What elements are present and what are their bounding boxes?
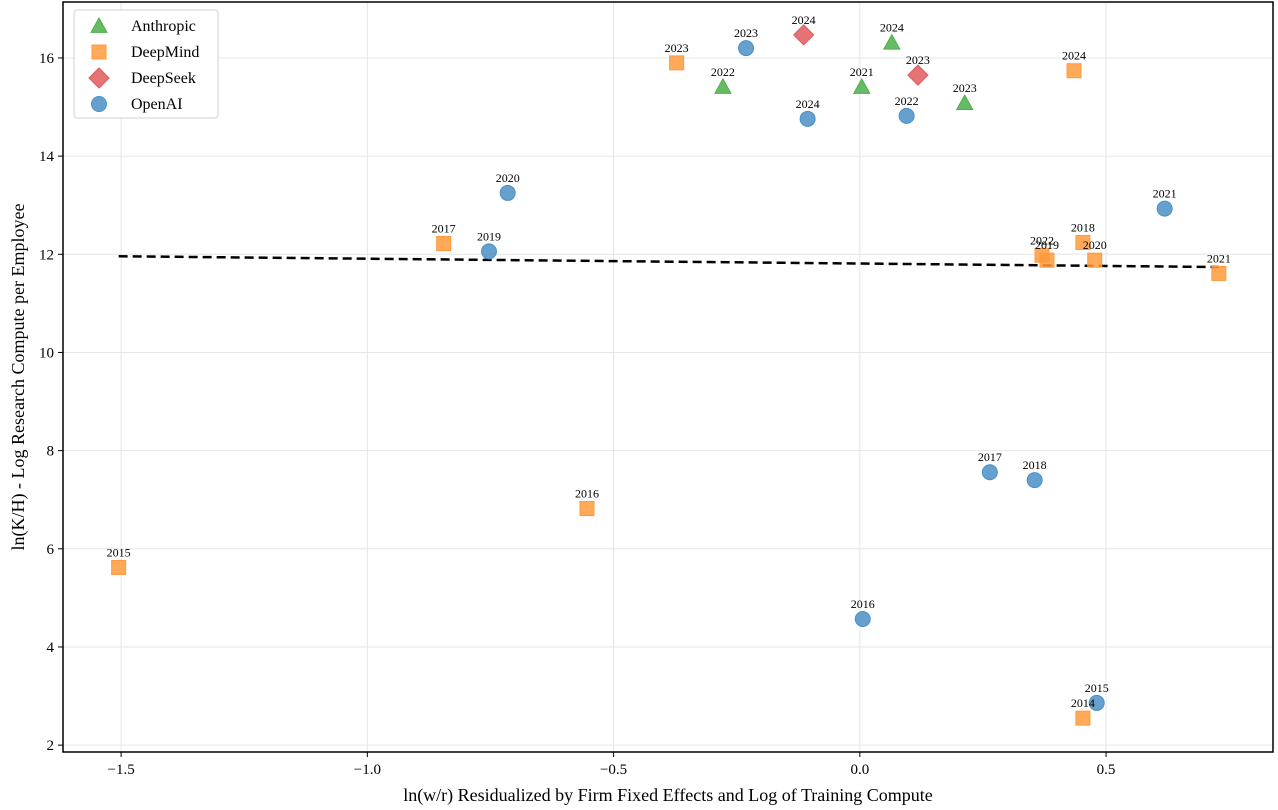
deepmind-point bbox=[669, 55, 685, 71]
deepmind-point-label: 2020 bbox=[1083, 238, 1107, 252]
legend-circle-icon bbox=[91, 96, 107, 112]
x-tick-label: −1.0 bbox=[354, 762, 381, 778]
legend-label: DeepSeek bbox=[131, 70, 196, 87]
legend-item-anthropic: Anthropic bbox=[90, 16, 196, 35]
openai-point-label: 2023 bbox=[734, 26, 758, 40]
openai-point-label: 2015 bbox=[1085, 681, 1109, 695]
anthropic-point-label: 2023 bbox=[953, 81, 977, 95]
y-tick-label: 8 bbox=[47, 444, 55, 460]
openai-point-label: 2020 bbox=[496, 171, 520, 185]
point-labels: 2022 2021 2024 2023 2015 2016 2017 2023 2024 2022… bbox=[107, 13, 1231, 710]
openai-point-label: 2021 bbox=[1153, 187, 1177, 201]
plot-frame bbox=[62, 1, 1274, 753]
trend-line-group bbox=[118, 255, 1219, 269]
openai-point bbox=[799, 110, 816, 127]
deepmind-point bbox=[1211, 265, 1227, 281]
deepmind-point bbox=[1075, 710, 1091, 726]
anthropic-point bbox=[955, 94, 974, 111]
deepseek-point bbox=[907, 64, 929, 86]
y-tick-label: 4 bbox=[47, 640, 55, 656]
legend-label: DeepMind bbox=[131, 44, 199, 61]
openai-point bbox=[480, 243, 497, 260]
anthropic-point bbox=[852, 77, 871, 94]
deepseek-point bbox=[792, 24, 815, 46]
openai-point bbox=[854, 610, 871, 627]
y-tick-label: 6 bbox=[47, 542, 55, 558]
deepmind-point-label: 2018 bbox=[1071, 221, 1095, 235]
y-tick-label: 12 bbox=[39, 247, 54, 263]
legend-triangle-icon bbox=[90, 16, 108, 33]
anthropic-point bbox=[882, 33, 901, 50]
deepmind-point-label: 2017 bbox=[432, 221, 456, 235]
deepmind-point-label: 2016 bbox=[575, 487, 599, 501]
x-axis-ticks: −1.5 −1.0 −0.5 0.0 0.5 bbox=[108, 752, 1116, 778]
deepseek-point-label: 2023 bbox=[906, 53, 930, 67]
deepmind-point bbox=[579, 501, 595, 517]
deepseek-point-label: 2024 bbox=[792, 13, 816, 27]
deepmind-point bbox=[436, 235, 452, 251]
deepmind-point-label: 2021 bbox=[1207, 251, 1231, 265]
anthropic-point bbox=[714, 77, 732, 94]
deepmind-point-label: 2019 bbox=[1035, 238, 1059, 252]
grid-lines bbox=[63, 2, 1273, 752]
legend-item-openai: OpenAI bbox=[91, 96, 183, 113]
openai-point bbox=[1026, 472, 1043, 489]
y-tick-label: 10 bbox=[39, 345, 54, 361]
legend: Anthropic DeepMind DeepSeek OpenAI bbox=[73, 9, 219, 119]
x-tick-label: −0.5 bbox=[600, 762, 627, 778]
y-axis-ticks: 2 4 6 8 10 12 14 16 bbox=[39, 51, 63, 754]
openai-point-label: 2017 bbox=[978, 450, 1002, 464]
legend-label: Anthropic bbox=[131, 18, 196, 35]
openai-point bbox=[1156, 200, 1173, 217]
openai-point-label: 2024 bbox=[796, 97, 820, 111]
deepmind-point-label: 2022 bbox=[1030, 233, 1054, 247]
deepmind-point-label: 2024 bbox=[1062, 49, 1086, 63]
legend-item-deepseek: DeepSeek bbox=[88, 67, 196, 89]
deepmind-point bbox=[1066, 63, 1082, 79]
x-tick-label: 0.5 bbox=[1097, 762, 1116, 778]
anthropic-point-label: 2022 bbox=[711, 65, 735, 79]
legend-box bbox=[73, 9, 219, 119]
legend-diamond-icon bbox=[88, 67, 110, 89]
openai-point bbox=[1088, 694, 1105, 711]
deepmind-point-label: 2014 bbox=[1071, 696, 1095, 710]
deepmind-point-label: 2015 bbox=[107, 545, 131, 559]
data-points bbox=[111, 24, 1227, 726]
legend-square-icon bbox=[91, 44, 107, 60]
openai-point-label: 2018 bbox=[1023, 458, 1047, 472]
y-axis-label: ln(K/H) - Log Research Compute per Emplo… bbox=[8, 204, 29, 551]
openai-point bbox=[499, 184, 516, 201]
trend-line bbox=[118, 255, 1219, 269]
deepmind-point bbox=[111, 559, 127, 575]
y-tick-label: 2 bbox=[47, 738, 55, 754]
openai-point-label: 2022 bbox=[895, 94, 919, 108]
openai-point bbox=[898, 107, 915, 124]
openai-point bbox=[981, 464, 998, 481]
openai-point bbox=[738, 40, 755, 57]
openai-point-label: 2016 bbox=[851, 597, 875, 611]
legend-item-deepmind: DeepMind bbox=[91, 44, 199, 61]
deepmind-point bbox=[1087, 252, 1103, 268]
x-tick-label: 0.0 bbox=[850, 762, 869, 778]
deepmind-point bbox=[1075, 235, 1091, 251]
anthropic-point-label: 2024 bbox=[880, 21, 904, 35]
anthropic-point-label: 2021 bbox=[850, 65, 874, 79]
deepmind-point-label: 2023 bbox=[665, 41, 689, 55]
legend-label: OpenAI bbox=[131, 96, 183, 113]
y-tick-label: 16 bbox=[39, 51, 55, 67]
deepmind-point bbox=[1039, 252, 1055, 268]
y-tick-label: 14 bbox=[39, 149, 55, 165]
x-axis-label: ln(w/r) Residualized by Firm Fixed Effec… bbox=[403, 785, 933, 806]
openai-point-label: 2019 bbox=[477, 229, 501, 243]
x-tick-label: −1.5 bbox=[108, 762, 135, 778]
